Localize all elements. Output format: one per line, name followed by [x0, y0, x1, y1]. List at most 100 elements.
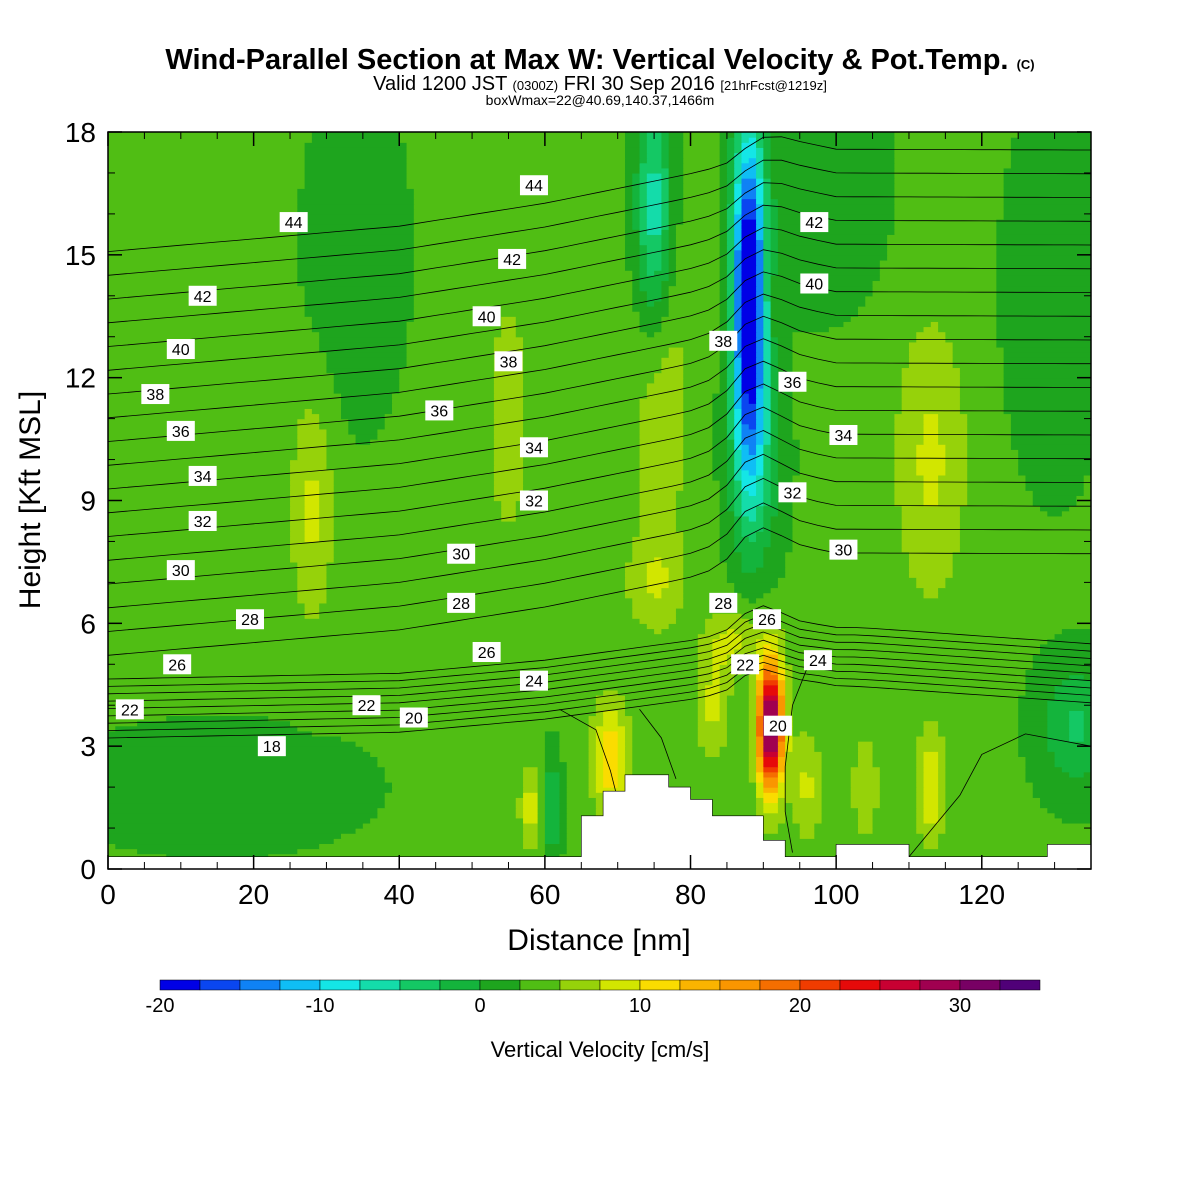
theta-label: 28 [709, 592, 738, 613]
theta-label-box [472, 306, 501, 327]
theta-label: 30 [829, 539, 858, 560]
colorbar-swatch [159, 979, 201, 991]
theta-label-box [188, 285, 217, 306]
theta-label-box [763, 715, 792, 736]
isentrope-line [108, 668, 1091, 739]
theta-label-text: 38 [146, 387, 164, 404]
terrain-profile [107, 774, 1092, 870]
isentrope-line [108, 502, 1091, 632]
theta-label-box [752, 609, 781, 630]
theta-label-box [166, 560, 195, 581]
chart-title: Wind-Parallel Section at Max W: Vertical… [0, 44, 1200, 77]
isentrope-line [108, 406, 1091, 537]
x-tick-label: 0 [100, 879, 116, 910]
isentrope-line [108, 136, 1091, 252]
theta-label: 40 [166, 339, 195, 360]
isentrope-line [108, 315, 1091, 442]
colorbar-swatch [799, 979, 841, 991]
theta-label: 22 [115, 699, 144, 720]
y-tick-label: 9 [80, 486, 96, 517]
colorbar-tick-label: -20 [146, 995, 175, 1017]
theta-label-text: 36 [784, 375, 802, 392]
y-tick-label: 18 [65, 117, 96, 148]
theta-label: 36 [166, 420, 195, 441]
theta-label-box [519, 490, 548, 511]
isentrope-line [108, 631, 1091, 702]
colorbar-swatch [279, 979, 321, 991]
isentrope-line [108, 639, 1091, 709]
x-tick-label: 20 [238, 879, 269, 910]
isentrope-line [108, 430, 1091, 561]
theta-label-text: 22 [121, 702, 139, 719]
colorbar-swatch [959, 979, 1001, 991]
theta-label-text: 34 [525, 440, 543, 457]
isentrope-line [108, 477, 1091, 609]
theta-label-text: 36 [430, 403, 448, 420]
colorbar: -20 -10 0 10 20 30 [146, 979, 1041, 1017]
theta-label-box [519, 437, 548, 458]
colorbar-swatch [919, 979, 961, 991]
theta-label-box [279, 212, 308, 233]
theta-label: 28 [447, 592, 476, 613]
y-axis-label: Height [Kft MSL] [14, 391, 47, 609]
x-tick-label: 100 [813, 879, 860, 910]
theta-label: 34 [188, 465, 217, 486]
x-axis-label: Distance [nm] [507, 924, 690, 957]
theta-label-text: 20 [769, 719, 787, 736]
theta-label: 36 [778, 371, 807, 392]
y-tick-label: 0 [80, 854, 96, 885]
colorbar-tick-label: 20 [789, 995, 811, 1017]
isentrope-line [108, 338, 1091, 466]
theta-label: 32 [778, 482, 807, 503]
theta-label-text: 32 [784, 485, 802, 502]
colorbar-tick-label: 10 [629, 995, 651, 1017]
theta-label-text: 40 [478, 309, 496, 326]
y-tick-label: 15 [65, 240, 96, 271]
colorbar-label: Vertical Velocity [cm/s] [491, 1037, 710, 1062]
isentrope-line [108, 159, 1091, 276]
colorbar-swatch [639, 979, 681, 991]
theta-label: 22 [731, 654, 760, 675]
isentrope-line [108, 271, 1091, 395]
theta-label: 34 [829, 424, 858, 445]
theta-label: 26 [163, 654, 192, 675]
x-tick-label: 40 [384, 879, 415, 910]
theta-label: 42 [800, 212, 829, 233]
colorbar-swatch [319, 979, 361, 991]
isentrope-line [784, 668, 808, 853]
isentrope-line [108, 614, 1091, 687]
isentrope-line [108, 293, 1091, 419]
theta-label-text: 36 [172, 424, 190, 441]
theta-label-text: 42 [503, 252, 521, 269]
theta-label-box [257, 736, 286, 757]
theta-label-box [829, 424, 858, 445]
colorbar-tick-label: 30 [949, 995, 971, 1017]
theta-label: 18 [257, 736, 286, 757]
theta-label-box [235, 609, 264, 630]
theta-label-box [494, 351, 523, 372]
colorbar-swatch [519, 979, 561, 991]
theta-label-text: 26 [478, 645, 496, 662]
isentrope-line [108, 383, 1091, 514]
theta-label: 20 [399, 707, 428, 728]
theta-label-text: 44 [285, 215, 303, 232]
theta-label-box [447, 543, 476, 564]
isentrope-line [108, 623, 1091, 695]
isentrope-line [108, 527, 1091, 656]
valid-date: FRI 30 Sep 2016 [563, 73, 715, 95]
theta-label-text: 40 [172, 342, 190, 359]
colorbar-swatch [399, 979, 441, 991]
colorbar-swatch [839, 979, 881, 991]
theta-label-box [166, 339, 195, 360]
copyright-mark: (C) [1016, 57, 1035, 72]
theta-label-box [803, 650, 832, 671]
theta-label: 32 [519, 490, 548, 511]
theta-label-box [829, 539, 858, 560]
theta-label-box [800, 212, 829, 233]
terrain-mask [107, 774, 1092, 870]
theta-label-text: 34 [194, 469, 212, 486]
theta-label: 24 [519, 670, 548, 691]
theta-label-text: 38 [500, 354, 518, 371]
theta-label-text: 30 [172, 563, 190, 580]
